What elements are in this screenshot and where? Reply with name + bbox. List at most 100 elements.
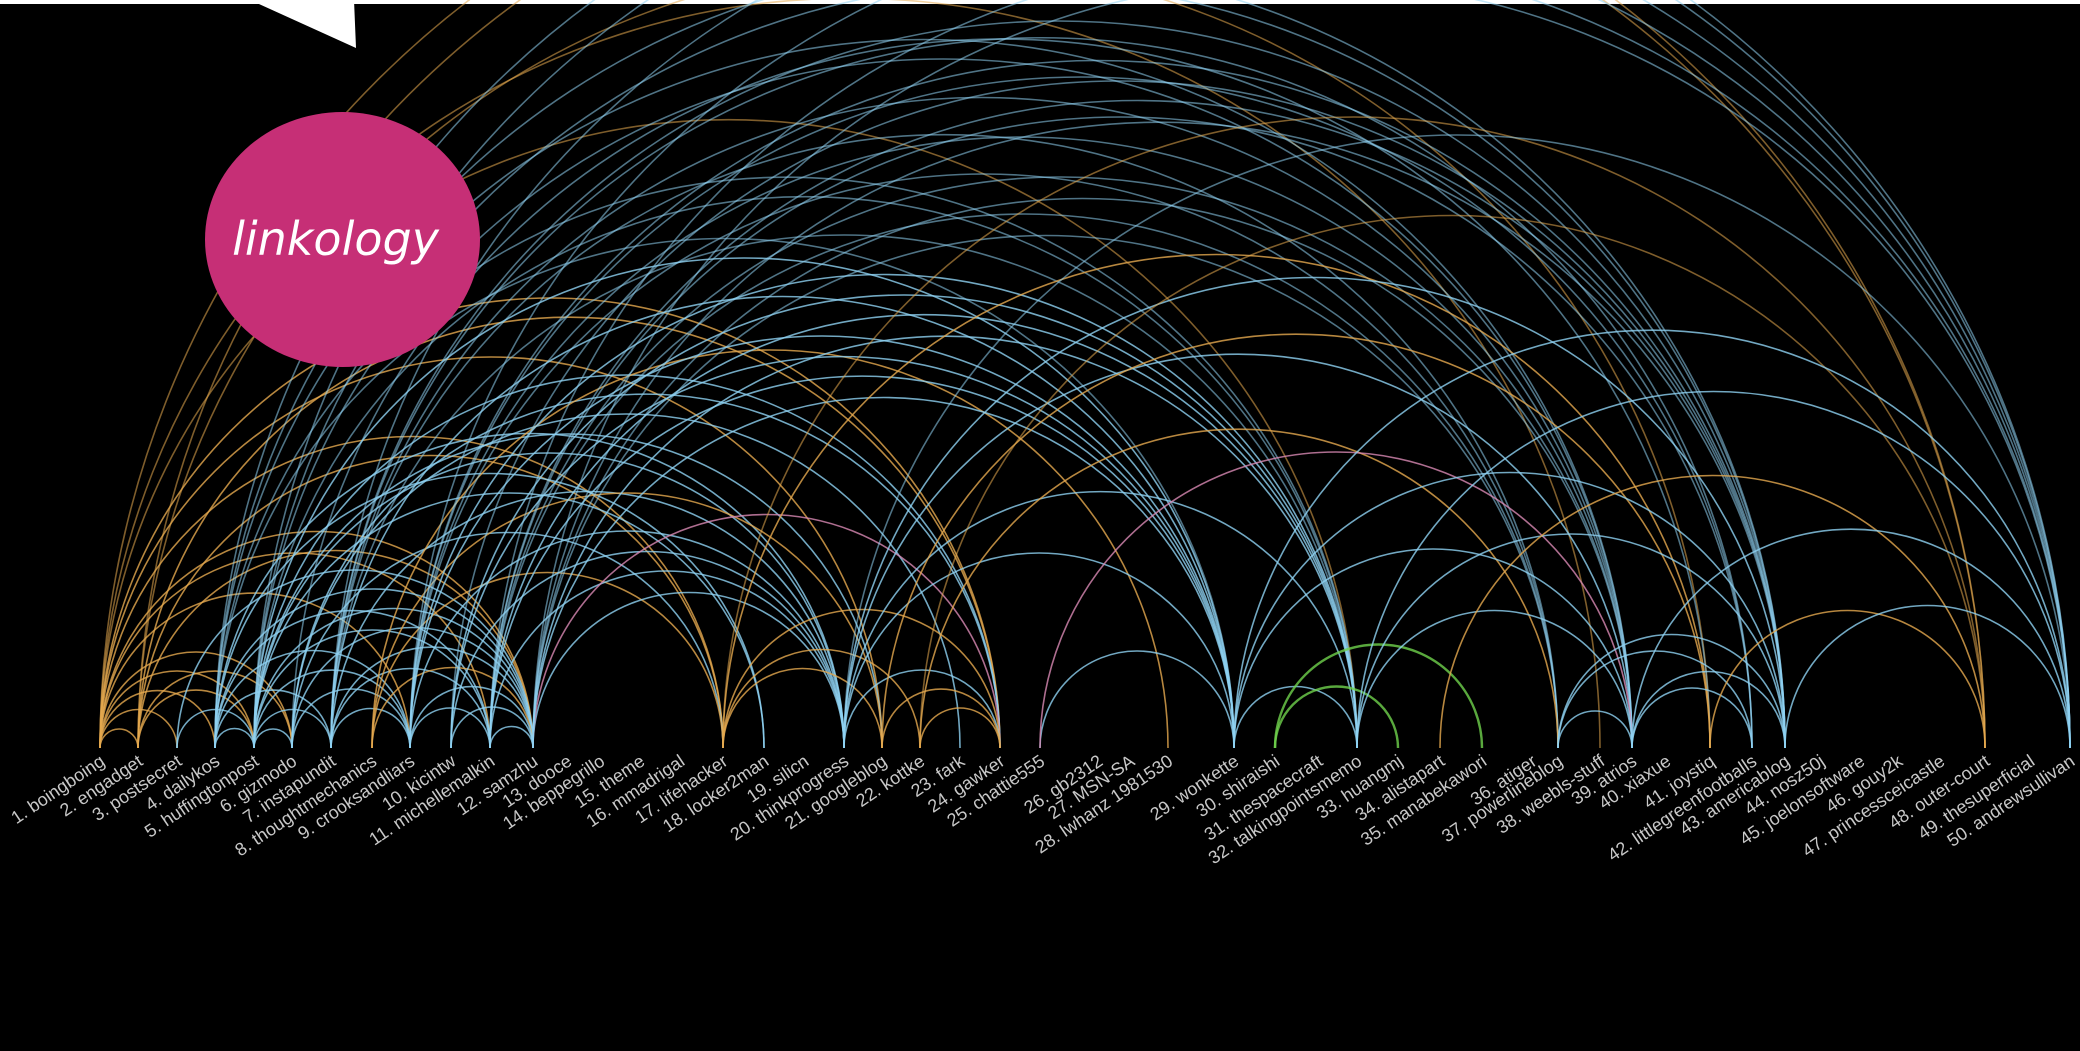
link-arc [214,649,411,749]
link-arc [881,688,1001,749]
link-arc [450,294,1358,749]
link-arc [489,0,2071,749]
link-arc [409,0,2071,749]
link-arc [450,550,845,749]
link-arc [1356,533,1786,749]
link-arc [253,433,883,749]
link-arc [1233,329,2071,749]
link-arc [1631,687,1753,749]
link-arc [214,0,1786,749]
link-arc [371,571,724,749]
link-arc [532,396,1235,749]
link-arc [409,707,491,749]
link-arc [253,629,491,749]
link-arc [843,276,1786,749]
link-arc [330,96,1633,749]
link-arc [843,552,1235,749]
top-border [0,0,2080,4]
link-arc [330,295,1235,749]
link-arc [99,728,139,749]
link-arc [137,689,255,749]
link-arc [99,118,1358,749]
link-arc [291,688,411,749]
link-arc [489,375,1235,749]
link-arc [330,36,1753,749]
corner-flag-shape [250,0,356,48]
link-arc [489,725,534,749]
link-arc [1439,474,1986,749]
link-arc [99,670,255,749]
link-arc [253,0,1786,749]
link-arc [330,707,411,749]
link-arc [489,176,1633,749]
link-arc [330,20,1786,749]
link-arc [99,435,724,749]
link-arc [409,76,1753,749]
link-arc [1233,548,1633,749]
link-arc [843,490,1358,749]
link-arc [371,666,534,749]
link-arc [1557,633,1786,749]
link-arc [214,237,1235,749]
link-arc [291,626,534,749]
link-arc [99,689,216,749]
link-arc [843,134,2071,749]
link-arc [137,670,293,749]
link-arc [137,549,534,749]
link-arc [843,669,1001,749]
link-arc [1631,528,2071,749]
link-arc [1233,471,1786,749]
link-arc [214,727,255,749]
link-arc [214,38,1633,749]
link-arc [137,0,1711,749]
link-arc [253,374,1001,749]
link-arc [532,513,1001,749]
link-arc [722,667,883,749]
link-arc [722,116,1986,749]
link-arc [1784,604,2071,749]
link-arc [137,454,724,749]
link-arc [253,0,2071,749]
link-arc [489,213,1559,749]
link-arc [450,355,1235,749]
link-arc [489,313,1358,749]
link-arc [330,234,1358,749]
link-arc [722,608,1001,749]
link-arc [532,591,845,749]
link-arc [881,333,1711,749]
link-arc [1273,643,1484,749]
link-arc [214,689,332,749]
link-arc [1557,650,1753,749]
link-arc [99,356,883,749]
link-arc [919,214,1986,749]
link-arc [291,531,724,749]
link-arc [919,428,1559,749]
link-arc [843,353,1633,749]
link-arc [409,335,1235,749]
link-arc [1039,650,1235,749]
link-arc [450,80,1786,749]
link-arc [253,728,293,749]
link-arc [409,685,534,749]
link-arc [99,530,534,749]
link-arc [919,707,1001,749]
link-arc [253,257,1235,749]
link-arc [253,195,1358,749]
link-arc [371,492,883,749]
link-arc [99,0,1601,749]
link-arc [253,669,411,749]
link-arc [330,133,1559,749]
link-arc [330,667,491,749]
link-arc [1356,609,1633,749]
link-arc [532,234,1559,749]
link-arc [409,530,845,749]
link-arc [722,253,1711,749]
linkology-badge[interactable]: linkology [205,112,480,367]
link-arc [214,472,765,749]
link-arc [99,297,1001,749]
link-arc [489,99,1786,749]
link-arc [253,452,845,749]
link-arc [1557,710,1633,749]
linkology-title: linkology [232,212,439,266]
